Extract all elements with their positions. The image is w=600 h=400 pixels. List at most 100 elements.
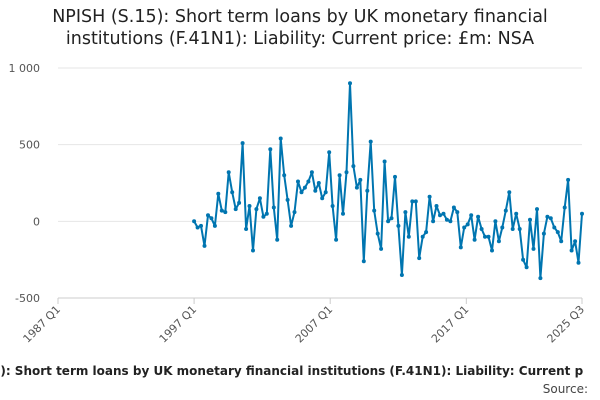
chart-title: NPISH (S.15): Short term loans by UK mon… xyxy=(0,6,600,50)
x-tick-label: 2025 Q3 xyxy=(545,303,588,346)
data-point xyxy=(206,213,210,218)
data-point xyxy=(434,204,439,208)
y-tick-label: 0 xyxy=(33,215,40,228)
x-tick-label: 2007 Q1 xyxy=(293,303,336,346)
data-point xyxy=(254,207,259,212)
chart-title-line-1: NPISH (S.15): Short term loans by UK mon… xyxy=(52,7,548,27)
data-point xyxy=(424,230,429,235)
footer-series-label: 6): Short term loans by UK monetary fina… xyxy=(0,364,600,378)
data-point xyxy=(212,223,217,228)
data-point xyxy=(444,217,449,222)
data-point xyxy=(483,234,487,239)
data-point xyxy=(455,210,460,215)
y-tick-label: 1 000 xyxy=(9,62,41,75)
data-point xyxy=(493,219,498,224)
data-point xyxy=(320,196,325,201)
data-point xyxy=(323,190,328,195)
data-point xyxy=(299,190,304,195)
data-point xyxy=(521,257,526,262)
data-point xyxy=(552,225,557,230)
data-point xyxy=(396,223,401,228)
data-point xyxy=(514,211,519,216)
data-point xyxy=(576,260,581,265)
data-point xyxy=(313,188,318,193)
data-point xyxy=(261,214,266,219)
data-point xyxy=(431,219,436,224)
data-point xyxy=(541,231,546,236)
data-point xyxy=(479,227,484,231)
data-point xyxy=(202,243,207,248)
data-point xyxy=(226,170,231,175)
data-point xyxy=(545,214,550,219)
data-point xyxy=(282,173,287,178)
footer-series-text: 6): Short term loans by UK monetary fina… xyxy=(0,364,584,378)
data-point xyxy=(438,213,442,218)
data-point xyxy=(569,248,574,253)
data-point xyxy=(496,239,501,244)
data-point xyxy=(348,81,352,86)
data-point xyxy=(264,211,269,216)
footer-source-label: Source: xyxy=(542,382,588,396)
data-point xyxy=(223,210,228,215)
data-point xyxy=(580,211,584,216)
data-point xyxy=(289,223,294,228)
data-point xyxy=(316,181,321,185)
data-point xyxy=(230,190,235,195)
data-point xyxy=(535,207,539,212)
data-point xyxy=(192,219,197,224)
data-point xyxy=(251,248,255,253)
x-axis: 1987 Q1 1997 Q1 2007 Q1 2017 Q1 2025 Q3 xyxy=(21,297,588,346)
data-point xyxy=(399,273,404,277)
data-point xyxy=(368,139,373,144)
data-point xyxy=(393,174,397,179)
data-point xyxy=(451,205,456,210)
data-point xyxy=(285,197,290,202)
data-point xyxy=(292,210,297,215)
data-point xyxy=(354,185,359,190)
data-point xyxy=(566,177,571,182)
data-point xyxy=(548,216,553,221)
data-point xyxy=(510,227,515,231)
data-point xyxy=(441,211,446,216)
data-point xyxy=(296,179,300,184)
data-point xyxy=(337,173,342,178)
data-point xyxy=(379,246,384,251)
data-point xyxy=(306,179,311,184)
data-point xyxy=(244,227,249,231)
data-point xyxy=(465,222,470,227)
data-point xyxy=(503,208,508,213)
data-point xyxy=(517,227,522,231)
data-point xyxy=(531,246,536,251)
data-point xyxy=(247,204,252,208)
x-tick-label: 1997 Q1 xyxy=(157,303,200,346)
data-point xyxy=(334,237,339,242)
data-point xyxy=(458,245,463,250)
data-point xyxy=(237,200,242,205)
data-point xyxy=(486,234,491,239)
data-point xyxy=(361,259,366,264)
data-point xyxy=(365,188,370,193)
y-axis: -500 0 500 1 000 xyxy=(9,62,41,305)
data-point xyxy=(524,265,529,270)
data-point xyxy=(507,190,512,195)
data-point xyxy=(209,216,214,221)
data-point xyxy=(382,159,387,164)
data-point xyxy=(271,205,276,210)
y-tick-label: -500 xyxy=(15,292,40,305)
data-point xyxy=(538,276,543,281)
y-tick-label: 500 xyxy=(19,139,40,152)
data-point xyxy=(448,219,453,224)
data-point xyxy=(240,141,245,146)
data-point xyxy=(341,211,345,216)
data-point xyxy=(559,239,564,244)
data-point xyxy=(389,216,394,221)
data-point xyxy=(490,248,494,253)
data-point xyxy=(358,177,363,182)
data-point xyxy=(427,194,432,199)
data-point xyxy=(555,230,560,235)
data-point xyxy=(573,239,578,244)
series-group xyxy=(192,81,584,281)
data-point xyxy=(500,225,505,230)
data-point xyxy=(199,223,203,228)
data-point xyxy=(562,205,567,210)
